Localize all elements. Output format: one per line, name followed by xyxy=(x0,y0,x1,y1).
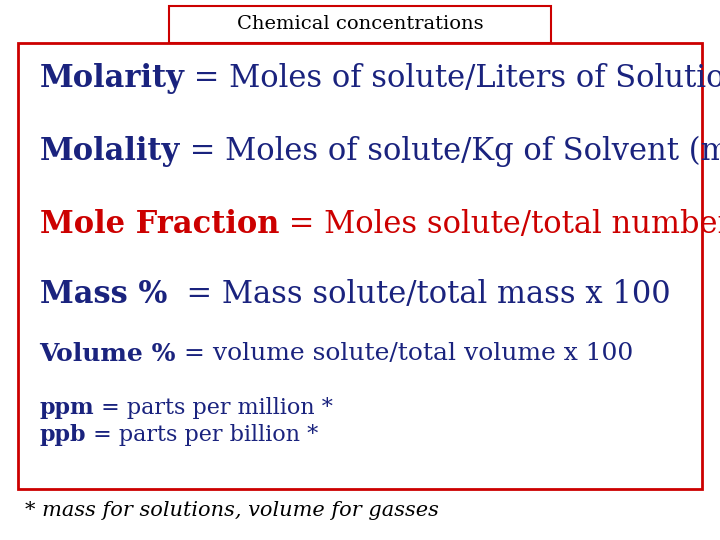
Text: Volume %: Volume % xyxy=(40,342,176,366)
Text: = Moles of solute/Liters of Solution (M): = Moles of solute/Liters of Solution (M) xyxy=(184,63,720,94)
Text: = Moles of solute/Kg of Solvent (m): = Moles of solute/Kg of Solvent (m) xyxy=(180,136,720,167)
Text: * mass for solutions, volume for gasses: * mass for solutions, volume for gasses xyxy=(25,501,439,520)
Text: ppb: ppb xyxy=(40,424,86,446)
Text: = parts per million *: = parts per million * xyxy=(94,397,333,418)
Text: = Mass solute/total mass x 100: = Mass solute/total mass x 100 xyxy=(167,279,670,310)
Text: ppm: ppm xyxy=(40,397,94,418)
Text: Mass %: Mass % xyxy=(40,279,167,310)
Text: = Moles solute/total number of moles: = Moles solute/total number of moles xyxy=(279,208,720,240)
FancyBboxPatch shape xyxy=(169,6,551,43)
Text: = volume solute/total volume x 100: = volume solute/total volume x 100 xyxy=(176,342,634,365)
Text: Molarity: Molarity xyxy=(40,63,184,94)
Text: Molality: Molality xyxy=(40,136,180,167)
Text: = parts per billion *: = parts per billion * xyxy=(86,424,318,446)
Text: Chemical concentrations: Chemical concentrations xyxy=(237,15,483,33)
Text: Mole Fraction: Mole Fraction xyxy=(40,208,279,240)
FancyBboxPatch shape xyxy=(18,43,702,489)
